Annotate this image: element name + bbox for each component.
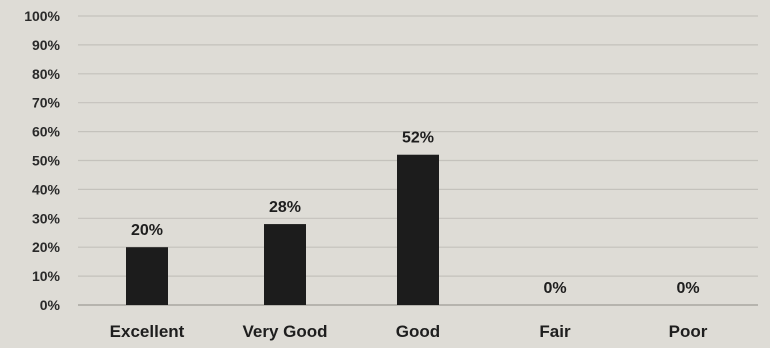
y-tick-label: 0% <box>40 297 61 313</box>
y-tick-label: 100% <box>24 8 60 24</box>
y-tick-label: 80% <box>32 66 61 82</box>
y-tick-label: 50% <box>32 153 61 169</box>
y-tick-label: 60% <box>32 124 61 140</box>
category-label: Excellent <box>110 322 185 341</box>
data-label: 0% <box>676 280 699 297</box>
y-tick-label: 10% <box>32 268 61 284</box>
y-tick-label: 30% <box>32 210 61 226</box>
data-label: 0% <box>543 280 566 297</box>
y-tick-label: 70% <box>32 95 61 111</box>
bar-very-good <box>264 224 306 305</box>
bar-excellent <box>126 247 168 305</box>
y-tick-label: 20% <box>32 239 61 255</box>
category-label: Good <box>396 322 440 341</box>
category-label: Fair <box>539 322 571 341</box>
category-label: Very Good <box>242 322 327 341</box>
data-label: 28% <box>269 199 301 216</box>
data-label: 20% <box>131 222 163 239</box>
y-tick-label: 40% <box>32 181 61 197</box>
category-label: Poor <box>669 322 708 341</box>
data-label: 52% <box>402 130 434 147</box>
bar-good <box>397 155 439 305</box>
y-tick-label: 90% <box>32 37 61 53</box>
